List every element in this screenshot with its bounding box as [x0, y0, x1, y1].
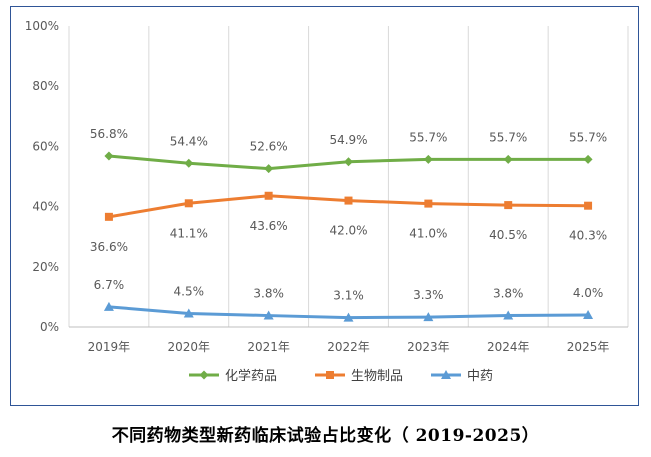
data-label: 52.6% — [250, 140, 288, 154]
y-tick-label: 0% — [40, 320, 59, 334]
data-point — [104, 151, 114, 161]
x-tick-label: 2021年 — [247, 340, 290, 354]
data-label: 3.1% — [333, 289, 364, 303]
data-point — [584, 201, 593, 210]
data-point — [504, 201, 513, 210]
data-label: 41.1% — [170, 226, 208, 240]
x-tick-label: 2020年 — [168, 340, 211, 354]
data-label: 56.8% — [90, 127, 128, 141]
chart-frame: 0% 20% 40% 60% 80% 100% 2019年 2020年 2021年 2022年 20… — [10, 6, 639, 406]
data-label: 55.7% — [489, 130, 527, 144]
data-point — [104, 212, 113, 221]
x-tick-label: 2025年 — [567, 340, 610, 354]
legend-marker — [441, 370, 451, 379]
data-point — [344, 157, 353, 167]
data-label: 3.8% — [493, 287, 524, 301]
data-point — [503, 154, 513, 164]
y-tick-label: 40% — [32, 200, 59, 214]
legend-marker — [326, 371, 334, 379]
data-point — [343, 312, 354, 322]
data-label: 6.7% — [94, 278, 125, 292]
data-label: 43.6% — [250, 219, 288, 233]
y-tick-label: 100% — [25, 19, 59, 33]
x-tick-label: 2019年 — [88, 340, 131, 354]
data-label: 4.0% — [573, 286, 604, 300]
data-label: 3.8% — [253, 287, 284, 301]
data-label: 36.6% — [90, 240, 128, 254]
data-point — [503, 310, 514, 320]
x-tick-label: 2022年 — [327, 340, 370, 354]
y-tick-label: 80% — [32, 79, 59, 93]
chart-caption: 不同药物类型新药临床试验占比变化（ 2019-2025） — [111, 426, 540, 446]
y-tick-label: 20% — [32, 260, 59, 274]
data-point — [344, 196, 353, 205]
line-chart: 0% 20% 40% 60% 80% 100% 2019年 2020年 2021年 2022年 20… — [25, 19, 629, 384]
data-point — [583, 309, 594, 319]
data-label: 41.0% — [409, 227, 447, 241]
legend-label: 生物制品 — [351, 369, 403, 384]
legend-label: 中药 — [467, 369, 493, 384]
data-label: 54.9% — [329, 133, 367, 147]
data-point — [103, 301, 114, 311]
data-point — [184, 158, 194, 168]
x-tick-label: 2024年 — [487, 340, 530, 354]
data-label: 40.3% — [569, 229, 607, 243]
data-point — [263, 310, 274, 320]
data-point — [583, 154, 593, 164]
data-point — [423, 312, 434, 322]
data-label: 55.7% — [409, 130, 447, 144]
data-point — [264, 191, 273, 200]
x-tick-label: 2023年 — [407, 340, 450, 354]
data-label: 55.7% — [569, 130, 607, 144]
data-point — [423, 154, 433, 164]
data-point — [264, 164, 274, 174]
data-label: 40.5% — [489, 228, 527, 242]
legend-label: 化学药品 — [225, 368, 277, 384]
data-label: 54.4% — [170, 134, 208, 148]
data-point — [183, 308, 194, 318]
legend-marker — [199, 370, 209, 380]
data-label: 42.0% — [329, 224, 367, 238]
data-point — [424, 199, 433, 208]
data-label: 3.3% — [413, 288, 444, 302]
data-point — [184, 199, 193, 208]
data-label: 4.5% — [174, 284, 205, 298]
y-tick-label: 60% — [32, 139, 59, 153]
